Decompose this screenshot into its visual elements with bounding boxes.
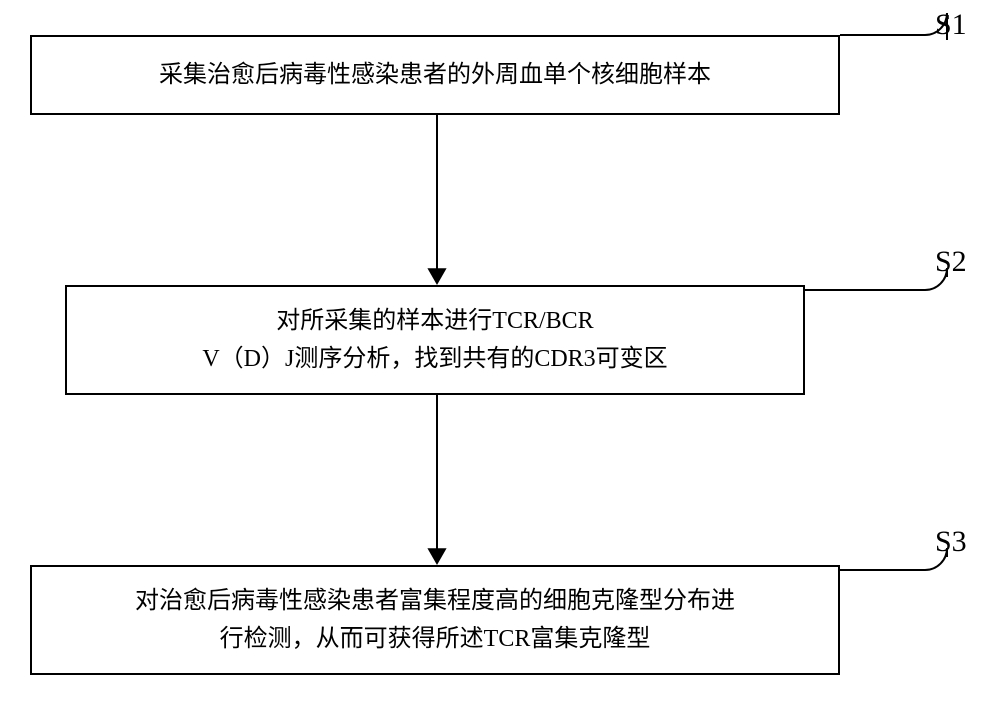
flow-arrows — [0, 0, 1000, 723]
flowchart-canvas: 采集治愈后病毒性感染患者的外周血单个核细胞样本 对所采集的样本进行TCR/BCR… — [0, 0, 1000, 723]
